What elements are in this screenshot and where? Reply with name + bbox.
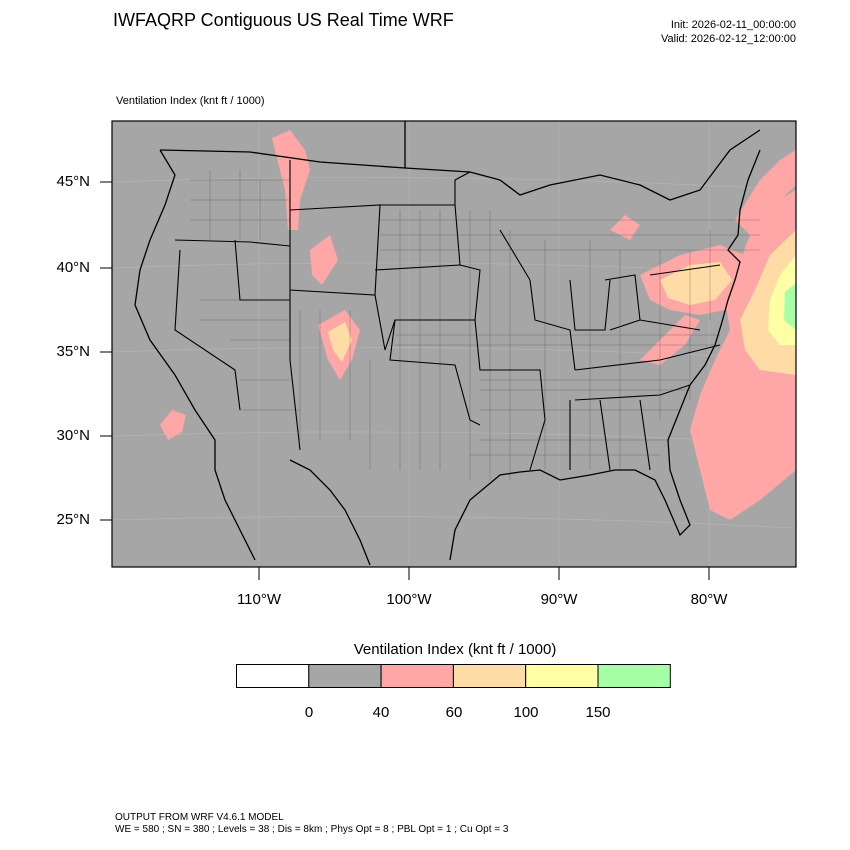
mid-atlantic-vi-core — [660, 262, 732, 305]
lon-label-100: 100°W — [386, 591, 432, 608]
county-lines — [190, 170, 760, 480]
init-time: Init: 2026-02-11_00:00:00 — [670, 19, 796, 31]
field-label: Ventilation Index (knt ft / 1000) — [116, 95, 265, 107]
colorbar-bin-0 — [236, 664, 310, 688]
land-outline — [134, 121, 761, 566]
vi-field-regions — [160, 130, 796, 520]
colorbar-bin-4 — [525, 664, 599, 688]
lon-label-110: 110°W — [236, 591, 282, 608]
colorbar-tick-150: 150 — [585, 704, 611, 721]
lat-label-45: 45°N — [56, 173, 90, 190]
model-info-line-2: WE = 580 ; SN = 380 ; Levels = 38 ; Dis … — [115, 824, 509, 835]
colorbar-tick-100: 100 — [513, 704, 539, 721]
lat-label-40: 40°N — [56, 259, 90, 276]
state-boundaries — [174, 160, 721, 471]
montana-vi — [272, 130, 310, 230]
valid-time: Valid: 2026-02-12_12:00:00 — [661, 33, 796, 45]
map-frame — [111, 120, 797, 568]
colorbar-bin-5 — [597, 664, 671, 688]
pacific-vi — [160, 410, 186, 440]
axis-ticks — [100, 181, 710, 580]
lon-label-90: 90°W — [540, 591, 578, 608]
lat-label-35: 35°N — [56, 343, 90, 360]
colorado-vi-core — [328, 322, 352, 362]
model-info-line-1: OUTPUT FROM WRF V4.6.1 MODEL — [115, 812, 284, 823]
colorbar-tick-40: 40 — [372, 704, 390, 721]
colorbar-bin-1 — [308, 664, 382, 688]
colorbar-tick-60: 60 — [445, 704, 463, 721]
colorbar-bin-3 — [452, 664, 527, 688]
map-background — [112, 121, 796, 567]
lat-label-25: 25°N — [56, 511, 90, 528]
wyoming-vi — [310, 235, 338, 285]
ocean-green-vi-east — [784, 283, 796, 330]
chart-title: IWFAQRP Contiguous US Real Time WRF — [113, 10, 454, 30]
colorbar-title: Ventilation Index (knt ft / 1000) — [353, 641, 557, 658]
colorbar — [236, 664, 671, 688]
ne-coast-vi — [735, 150, 796, 235]
lon-label-80: 80°W — [690, 591, 728, 608]
colorbar-tick-0: 0 — [304, 704, 314, 721]
great-lakes-vi — [610, 215, 640, 240]
colorbar-bin-2 — [380, 664, 454, 688]
lat-label-30: 30°N — [56, 427, 90, 444]
